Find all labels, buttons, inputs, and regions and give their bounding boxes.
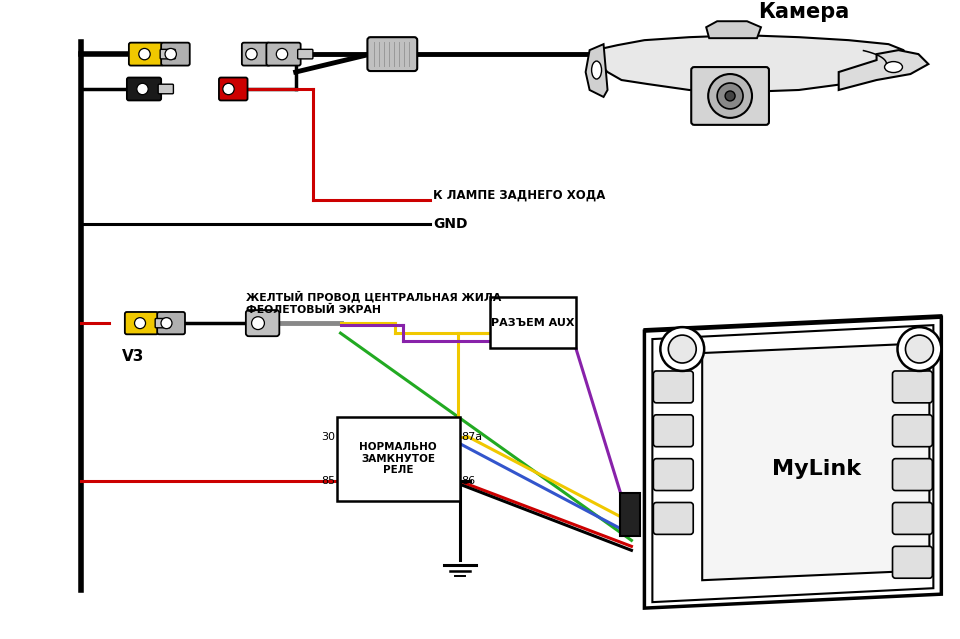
FancyBboxPatch shape xyxy=(127,77,161,100)
FancyBboxPatch shape xyxy=(298,49,313,59)
FancyBboxPatch shape xyxy=(242,43,271,66)
Circle shape xyxy=(668,335,696,363)
Polygon shape xyxy=(707,21,761,38)
Circle shape xyxy=(165,49,177,60)
Text: GND: GND xyxy=(433,217,468,231)
Text: MyLink: MyLink xyxy=(772,459,861,479)
FancyBboxPatch shape xyxy=(266,43,300,66)
FancyBboxPatch shape xyxy=(654,502,693,534)
FancyBboxPatch shape xyxy=(160,49,176,59)
FancyBboxPatch shape xyxy=(893,502,932,534)
Circle shape xyxy=(708,74,752,118)
Circle shape xyxy=(223,83,234,95)
Polygon shape xyxy=(839,50,928,90)
Polygon shape xyxy=(589,35,908,92)
FancyBboxPatch shape xyxy=(490,297,576,348)
Text: Камера: Камера xyxy=(758,3,850,22)
FancyBboxPatch shape xyxy=(893,371,932,403)
Text: ФЕОЛЕТОВЫЙ ЭКРАН: ФЕОЛЕТОВЫЙ ЭКРАН xyxy=(246,305,381,315)
FancyBboxPatch shape xyxy=(654,459,693,491)
Circle shape xyxy=(660,327,705,371)
Circle shape xyxy=(252,317,264,330)
Text: 30: 30 xyxy=(322,432,336,442)
Circle shape xyxy=(725,91,735,101)
Circle shape xyxy=(139,49,150,60)
FancyBboxPatch shape xyxy=(893,459,932,491)
FancyBboxPatch shape xyxy=(125,312,158,334)
FancyBboxPatch shape xyxy=(156,318,170,328)
FancyBboxPatch shape xyxy=(620,493,640,536)
FancyBboxPatch shape xyxy=(246,310,279,336)
FancyBboxPatch shape xyxy=(337,417,460,500)
Circle shape xyxy=(246,49,257,60)
FancyBboxPatch shape xyxy=(893,415,932,447)
FancyBboxPatch shape xyxy=(129,43,163,66)
Text: РАЗЪЕМ AUX: РАЗЪЕМ AUX xyxy=(492,318,574,328)
Circle shape xyxy=(137,83,148,95)
FancyBboxPatch shape xyxy=(654,371,693,403)
Circle shape xyxy=(161,318,172,328)
Text: НОРМАЛЬНО
ЗАМКНУТОЕ
РЕЛЕ: НОРМАЛЬНО ЗАМКНУТОЕ РЕЛЕ xyxy=(359,442,437,475)
FancyBboxPatch shape xyxy=(654,415,693,447)
FancyBboxPatch shape xyxy=(157,312,185,334)
Polygon shape xyxy=(653,325,933,602)
FancyBboxPatch shape xyxy=(219,77,248,100)
Text: V3: V3 xyxy=(122,348,144,364)
Polygon shape xyxy=(586,44,608,97)
Ellipse shape xyxy=(591,61,602,79)
Text: ЖЕЛТЫЙ ПРОВОД ЦЕНТРАЛЬНАЯ ЖИЛА: ЖЕЛТЫЙ ПРОВОД ЦЕНТРАЛЬНАЯ ЖИЛА xyxy=(246,290,501,302)
Text: 85: 85 xyxy=(322,475,336,486)
Circle shape xyxy=(276,49,288,60)
Text: 86: 86 xyxy=(461,475,475,486)
Polygon shape xyxy=(644,317,942,608)
FancyBboxPatch shape xyxy=(161,43,190,66)
FancyBboxPatch shape xyxy=(368,37,418,71)
FancyBboxPatch shape xyxy=(893,546,932,578)
FancyBboxPatch shape xyxy=(158,84,174,94)
Text: 87а: 87а xyxy=(461,432,482,442)
Circle shape xyxy=(717,83,743,109)
Polygon shape xyxy=(702,343,929,580)
Text: К ЛАМПЕ ЗАДНЕГО ХОДА: К ЛАМПЕ ЗАДНЕГО ХОДА xyxy=(433,188,606,201)
FancyBboxPatch shape xyxy=(691,67,769,125)
Ellipse shape xyxy=(884,61,902,73)
Circle shape xyxy=(898,327,942,371)
Circle shape xyxy=(134,318,146,328)
Circle shape xyxy=(905,335,933,363)
